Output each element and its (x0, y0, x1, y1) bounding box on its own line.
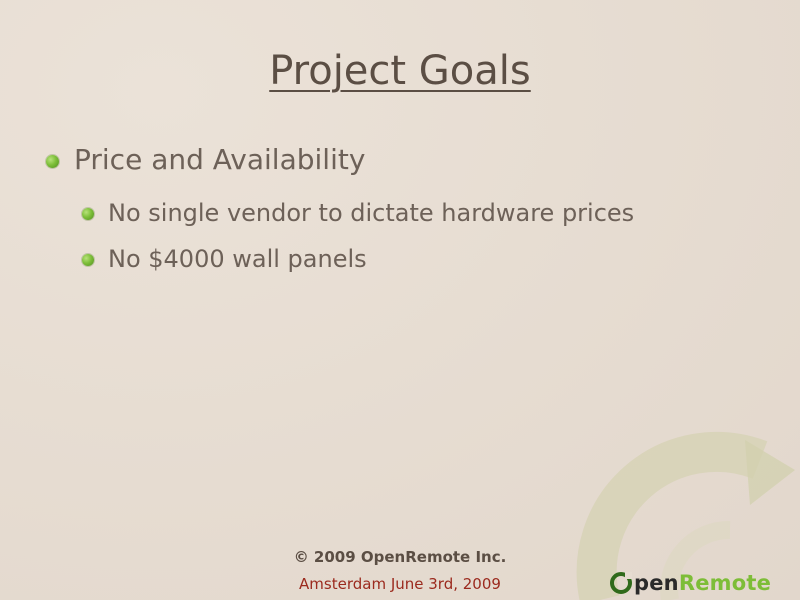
brand-arc-decoration (576, 431, 795, 600)
openremote-logo: penRemote (610, 568, 800, 598)
logo-text-dark: pen (634, 571, 679, 595)
bullet-text: No single vendor to dictate hardware pri… (108, 199, 635, 227)
bullet-item-level2: No single vendor to dictate hardware pri… (82, 190, 766, 236)
logo-o-icon (610, 572, 632, 594)
bullet-item-level2: No $4000 wall panels (82, 236, 766, 282)
bullet-dot-icon (82, 208, 94, 220)
bullet-text: Price and Availability (74, 143, 366, 176)
logo-wordmark: penRemote (634, 572, 771, 594)
bullet-dot-icon (82, 254, 94, 266)
footer-copyright: © 2009 OpenRemote Inc. (293, 548, 507, 566)
logo-text-green: Remote (678, 571, 772, 595)
footer-event: Amsterdam June 3rd, 2009 (299, 575, 501, 593)
slide-title: Project Goals (269, 48, 531, 94)
bullet-dot-icon (46, 155, 59, 168)
bullet-text: No $4000 wall panels (108, 245, 367, 273)
bullet-list: Price and Availability No single vendor … (46, 140, 766, 282)
bullet-item-level1: Price and Availability (46, 140, 766, 184)
